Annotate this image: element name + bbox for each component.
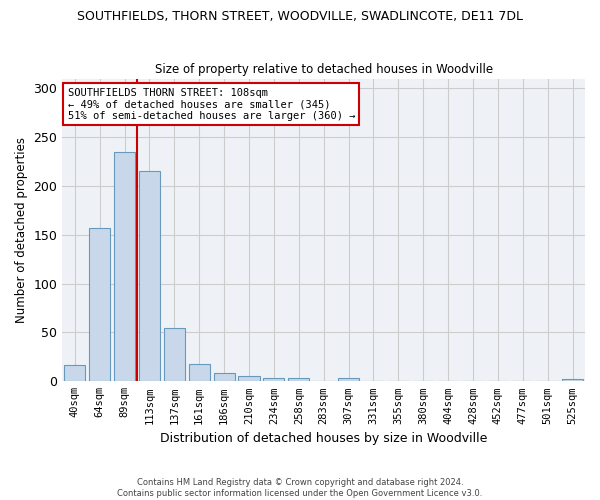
Bar	[338, 378, 359, 382]
X-axis label: Distribution of detached houses by size in Woodville: Distribution of detached houses by size …	[160, 432, 487, 445]
Bar	[164, 328, 185, 382]
Bar	[263, 378, 284, 382]
Bar	[288, 378, 310, 382]
Title: Size of property relative to detached houses in Woodville: Size of property relative to detached ho…	[155, 63, 493, 76]
Bar	[188, 364, 210, 382]
Bar	[114, 152, 135, 382]
Bar	[64, 364, 85, 382]
Text: Contains HM Land Registry data © Crown copyright and database right 2024.
Contai: Contains HM Land Registry data © Crown c…	[118, 478, 482, 498]
Bar	[139, 172, 160, 382]
Text: SOUTHFIELDS, THORN STREET, WOODVILLE, SWADLINCOTE, DE11 7DL: SOUTHFIELDS, THORN STREET, WOODVILLE, SW…	[77, 10, 523, 23]
Text: SOUTHFIELDS THORN STREET: 108sqm
← 49% of detached houses are smaller (345)
51% : SOUTHFIELDS THORN STREET: 108sqm ← 49% o…	[68, 88, 355, 121]
Bar	[214, 374, 235, 382]
Bar	[562, 380, 583, 382]
Bar	[238, 376, 260, 382]
Y-axis label: Number of detached properties: Number of detached properties	[15, 137, 28, 323]
Bar	[89, 228, 110, 382]
